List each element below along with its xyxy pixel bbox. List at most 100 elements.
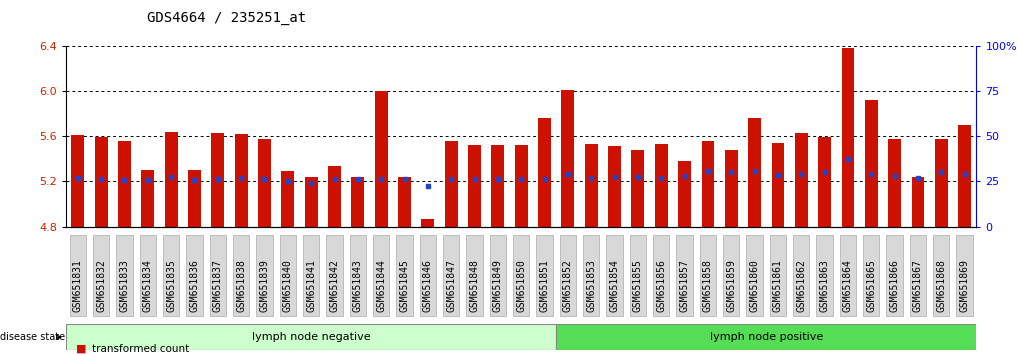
FancyBboxPatch shape bbox=[280, 235, 296, 316]
Text: GSM651847: GSM651847 bbox=[446, 259, 457, 313]
Text: GSM651855: GSM651855 bbox=[633, 259, 643, 313]
Bar bbox=[725, 150, 737, 227]
FancyBboxPatch shape bbox=[397, 235, 413, 316]
Text: GSM651856: GSM651856 bbox=[656, 259, 666, 313]
FancyBboxPatch shape bbox=[723, 235, 739, 316]
Bar bbox=[632, 150, 645, 227]
Bar bbox=[468, 145, 481, 227]
Text: lymph node negative: lymph node negative bbox=[252, 332, 370, 342]
Bar bbox=[678, 161, 691, 227]
FancyBboxPatch shape bbox=[326, 235, 343, 316]
Bar bbox=[188, 170, 201, 227]
Text: GSM651860: GSM651860 bbox=[750, 259, 760, 313]
FancyBboxPatch shape bbox=[559, 235, 576, 316]
FancyBboxPatch shape bbox=[69, 235, 86, 316]
Bar bbox=[561, 90, 575, 227]
Bar bbox=[655, 144, 668, 227]
Text: GSM651857: GSM651857 bbox=[679, 259, 690, 313]
Bar bbox=[702, 141, 714, 227]
Bar bbox=[258, 138, 271, 227]
Text: GDS4664 / 235251_at: GDS4664 / 235251_at bbox=[147, 11, 306, 25]
Text: GSM651865: GSM651865 bbox=[866, 259, 877, 313]
FancyBboxPatch shape bbox=[583, 235, 599, 316]
FancyBboxPatch shape bbox=[606, 235, 622, 316]
Bar bbox=[749, 118, 761, 227]
FancyBboxPatch shape bbox=[934, 235, 950, 316]
Text: GSM651837: GSM651837 bbox=[213, 259, 223, 313]
Text: transformed count: transformed count bbox=[92, 344, 189, 354]
Text: GSM651869: GSM651869 bbox=[960, 259, 969, 313]
Text: GSM651835: GSM651835 bbox=[166, 259, 176, 313]
FancyBboxPatch shape bbox=[700, 235, 716, 316]
Bar bbox=[212, 133, 224, 227]
FancyBboxPatch shape bbox=[910, 235, 926, 316]
Text: GSM651844: GSM651844 bbox=[376, 259, 386, 313]
Text: GSM651845: GSM651845 bbox=[400, 259, 410, 313]
FancyBboxPatch shape bbox=[303, 235, 319, 316]
FancyBboxPatch shape bbox=[66, 324, 556, 350]
FancyBboxPatch shape bbox=[840, 235, 856, 316]
Text: GSM651839: GSM651839 bbox=[259, 259, 270, 313]
Bar bbox=[585, 144, 598, 227]
Text: GSM651858: GSM651858 bbox=[703, 259, 713, 313]
FancyBboxPatch shape bbox=[93, 235, 109, 316]
Text: GSM651861: GSM651861 bbox=[773, 259, 783, 313]
Text: GSM651836: GSM651836 bbox=[189, 259, 199, 313]
Text: GSM651853: GSM651853 bbox=[586, 259, 596, 313]
Text: GSM651851: GSM651851 bbox=[540, 259, 549, 313]
Bar bbox=[444, 141, 458, 227]
Text: GSM651841: GSM651841 bbox=[306, 259, 316, 313]
Text: lymph node positive: lymph node positive bbox=[710, 332, 823, 342]
Bar bbox=[538, 118, 551, 227]
FancyBboxPatch shape bbox=[350, 235, 366, 316]
FancyBboxPatch shape bbox=[630, 235, 646, 316]
Bar bbox=[141, 170, 155, 227]
FancyBboxPatch shape bbox=[116, 235, 132, 316]
Bar bbox=[515, 145, 528, 227]
Bar bbox=[958, 125, 971, 227]
FancyBboxPatch shape bbox=[373, 235, 390, 316]
Text: disease state: disease state bbox=[0, 332, 65, 342]
FancyBboxPatch shape bbox=[746, 235, 763, 316]
Bar bbox=[95, 137, 108, 227]
Text: GSM651849: GSM651849 bbox=[493, 259, 502, 313]
FancyBboxPatch shape bbox=[556, 324, 976, 350]
Text: GSM651859: GSM651859 bbox=[726, 259, 736, 313]
Bar bbox=[165, 132, 178, 227]
Bar bbox=[935, 138, 948, 227]
FancyBboxPatch shape bbox=[186, 235, 202, 316]
Bar bbox=[71, 135, 84, 227]
Bar bbox=[911, 177, 924, 227]
FancyBboxPatch shape bbox=[467, 235, 483, 316]
Text: GSM651846: GSM651846 bbox=[423, 259, 433, 313]
FancyBboxPatch shape bbox=[653, 235, 669, 316]
Bar bbox=[608, 147, 621, 227]
FancyBboxPatch shape bbox=[887, 235, 903, 316]
Bar bbox=[374, 91, 387, 227]
FancyBboxPatch shape bbox=[793, 235, 810, 316]
Text: GSM651850: GSM651850 bbox=[517, 259, 526, 313]
FancyBboxPatch shape bbox=[770, 235, 786, 316]
Text: GSM651864: GSM651864 bbox=[843, 259, 853, 313]
Bar bbox=[118, 141, 131, 227]
Bar bbox=[305, 177, 317, 227]
Bar bbox=[491, 145, 504, 227]
Bar bbox=[772, 143, 784, 227]
Text: GSM651840: GSM651840 bbox=[283, 259, 293, 313]
FancyBboxPatch shape bbox=[420, 235, 436, 316]
Bar bbox=[398, 177, 411, 227]
Text: GSM651854: GSM651854 bbox=[609, 259, 619, 313]
FancyBboxPatch shape bbox=[490, 235, 506, 316]
Bar bbox=[841, 48, 854, 227]
FancyBboxPatch shape bbox=[163, 235, 179, 316]
Text: GSM651852: GSM651852 bbox=[562, 259, 573, 313]
Bar bbox=[864, 100, 878, 227]
FancyBboxPatch shape bbox=[536, 235, 552, 316]
Bar bbox=[421, 219, 434, 227]
FancyBboxPatch shape bbox=[233, 235, 249, 316]
Text: GSM651848: GSM651848 bbox=[470, 259, 480, 313]
Bar bbox=[328, 166, 341, 227]
FancyBboxPatch shape bbox=[676, 235, 693, 316]
Text: GSM651867: GSM651867 bbox=[913, 259, 923, 313]
Bar bbox=[888, 138, 901, 227]
